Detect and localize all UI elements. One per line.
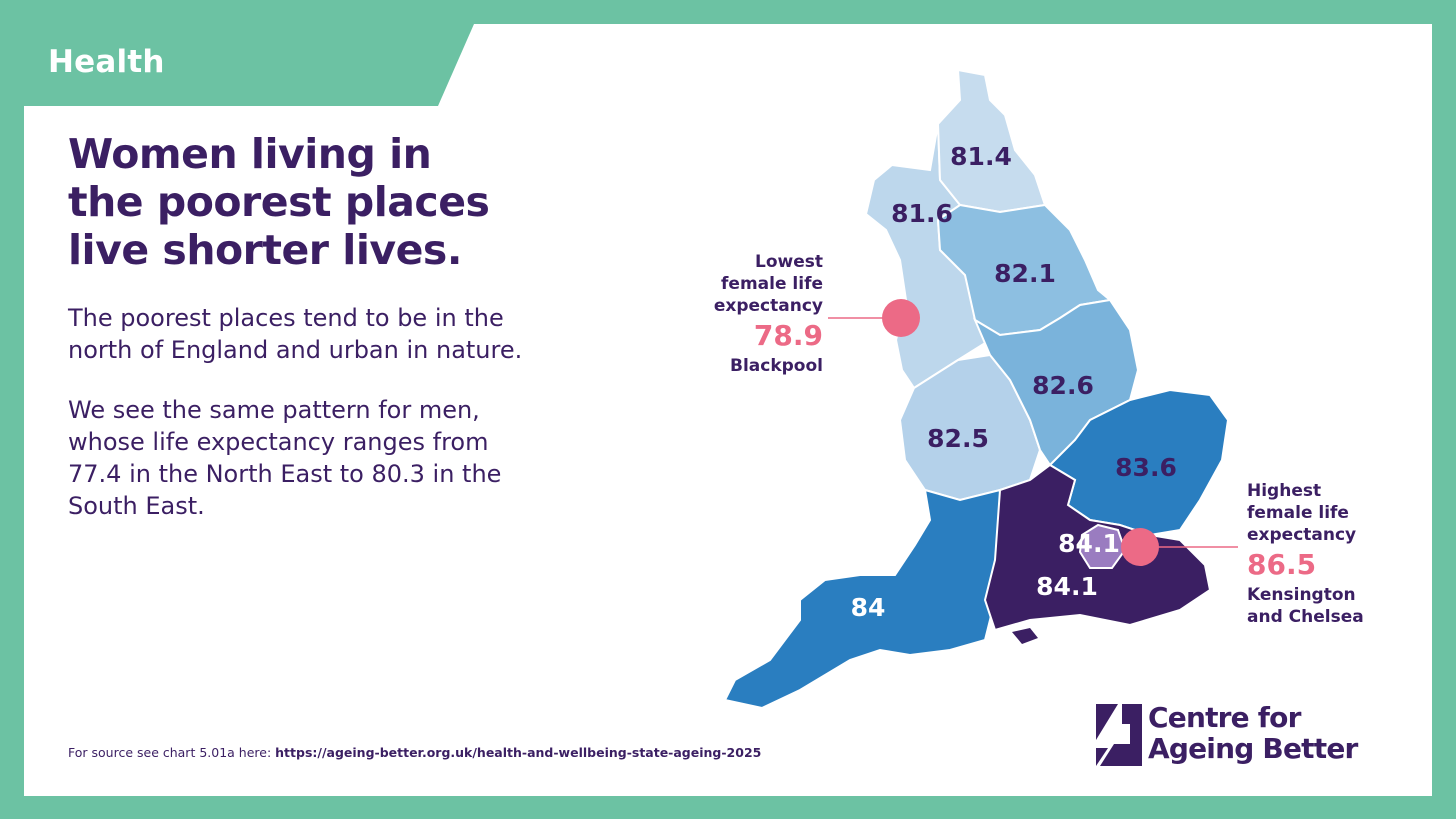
men-line-1: We see the same pattern for men, xyxy=(68,396,480,424)
label-yorkshire-humber: 82.1 xyxy=(994,259,1056,288)
intro-line-1: The poorest places tend to be in the xyxy=(68,304,504,332)
logo-line-1: Centre for xyxy=(1148,701,1301,734)
headline-line-2: the poorest places xyxy=(68,178,490,226)
highest-label-line-2: female life xyxy=(1247,503,1349,523)
label-south-east: 84.1 xyxy=(1036,572,1098,601)
highest-place-line-2: and Chelsea xyxy=(1247,607,1364,627)
label-north-east: 81.4 xyxy=(950,142,1012,171)
men-line-3: 77.4 in the North East to 80.3 in the xyxy=(68,460,502,488)
intro-paragraph: The poorest places tend to be in the nor… xyxy=(68,302,608,366)
headline: Women living in the poorest places live … xyxy=(68,130,588,274)
headline-line-3: live shorter lives. xyxy=(68,226,462,274)
source-link[interactable]: https://ageing-better.org.uk/health-and-… xyxy=(275,745,762,760)
lowest-value: 78.9 xyxy=(753,319,823,352)
region-london xyxy=(1078,523,1127,569)
source-prefix: For source see chart 5.01a here: xyxy=(68,745,276,760)
centre-for-ageing-better-logo: Centre for Ageing Better xyxy=(1096,702,1386,768)
label-east-of-england: 83.6 xyxy=(1115,453,1177,482)
highest-label-line-3: expectancy xyxy=(1247,525,1357,545)
label-east-midlands: 82.6 xyxy=(1032,371,1094,400)
logo-wordmark: Centre for Ageing Better xyxy=(1148,702,1358,764)
lowest-label-line-1: Lowest xyxy=(755,252,823,272)
highest-label-line-1: Highest xyxy=(1247,481,1322,501)
category-tab xyxy=(24,24,474,106)
men-line-2: whose life expectancy ranges from xyxy=(68,428,489,456)
headline-line-1: Women living in xyxy=(68,130,432,178)
highest-place-line-1: Kensington xyxy=(1247,585,1356,605)
lowest-marker xyxy=(882,299,920,337)
highest-marker xyxy=(1121,528,1159,566)
lowest-label-line-2: female life xyxy=(721,274,823,294)
isle-of-wight xyxy=(1012,628,1038,644)
intro-line-2: north of England and urban in nature. xyxy=(68,336,523,364)
region-north-east xyxy=(936,68,1047,214)
lowest-place: Blackpool xyxy=(730,356,823,376)
logo-mark-icon xyxy=(1096,704,1142,766)
category-tab-label: Health xyxy=(48,44,165,80)
source-note: For source see chart 5.01a here: https:/… xyxy=(68,745,761,760)
highest-value: 86.5 xyxy=(1247,548,1317,581)
label-south-west: 84 xyxy=(851,593,886,622)
men-line-4: South East. xyxy=(68,492,205,520)
men-pattern-paragraph: We see the same pattern for men, whose l… xyxy=(68,394,608,522)
lowest-callout: Lowest female life expectancy 78.9 Black… xyxy=(683,251,823,377)
label-west-midlands: 82.5 xyxy=(927,424,989,453)
label-london: 84.1 xyxy=(1058,529,1120,558)
label-north-west: 81.6 xyxy=(891,199,953,228)
logo-line-2: Ageing Better xyxy=(1148,732,1358,765)
lowest-label-line-3: expectancy xyxy=(713,296,823,316)
highest-callout: Highest female life expectancy 86.5 Kens… xyxy=(1247,480,1407,628)
